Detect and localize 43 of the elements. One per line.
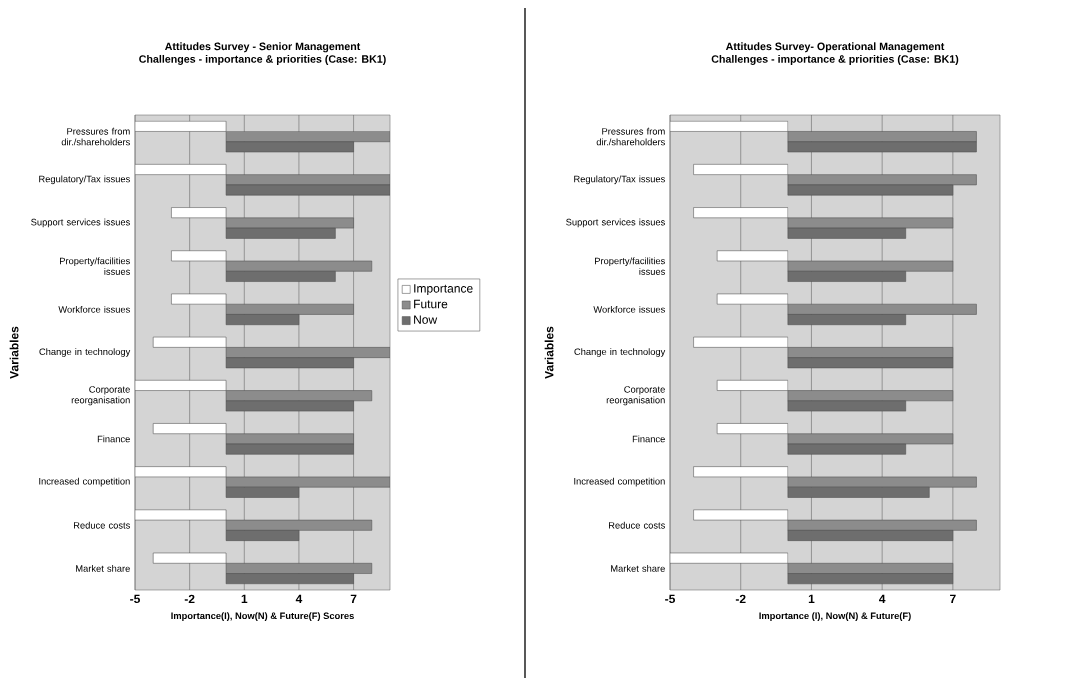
x-axis-title: Importance (I), Now(N) & Future(F) [759,612,911,621]
y-tick-label: Market share [76,565,130,572]
x-tick-label: 7 [350,594,357,603]
y-tick-label: Corporate reorganisation [606,386,665,406]
y-axis-title: Variables [9,326,19,379]
y-tick-label: Regulatory/Tax issues [39,175,130,185]
y-tick-label: Finance [97,435,130,443]
y-tick-label: Support services issues [566,218,665,228]
y-tick-label: Reduce costs [74,521,130,529]
x-tick-label: 1 [241,594,248,603]
legend-label: Future [414,299,448,309]
y-tick-label: Pressures from dir./shareholders [61,127,130,146]
y-tick-label: Support services issues [31,218,130,228]
x-axis-title: Importance(I), Now(N) & Future(F) Scores [171,612,354,621]
chart-subtitle: Challenges - importance & priorities (Case: BK1) [711,54,959,65]
y-tick-label: Pressures from dir./shareholders [596,127,665,146]
y-tick-label: Property/facilities issues [60,257,130,275]
legend-label: Now [414,315,438,324]
x-tick-label: -5 [665,594,676,604]
chart-subtitle: Challenges - importance & priorities (Case: BK1) [139,54,386,65]
legend-label: Importance [414,284,473,296]
x-tick-label: -2 [735,594,746,604]
y-tick-label: Reduce costs [609,521,665,529]
y-tick-label: Market share [611,565,665,572]
x-tick-label: -2 [184,594,195,604]
y-tick-label: Workforce issues [593,305,665,313]
y-tick-label: Workforce issues [58,305,130,313]
y-tick-label: Regulatory/Tax issues [574,175,665,185]
x-tick-label: 1 [808,594,815,603]
x-tick-label: -5 [130,594,140,604]
y-axis-title: Variables [544,326,554,379]
x-tick-label: 4 [879,594,886,603]
y-tick-label: Property/facilities issues [595,257,665,275]
y-tick-label: Increased competition [39,477,130,487]
y-tick-label: Change in technology [574,348,666,357]
chart-title: Attitudes Survey - Senior Management [164,42,361,53]
y-tick-label: Corporate reorganisation [71,386,130,406]
x-tick-label: 4 [295,594,303,603]
y-tick-label: Increased competition [574,477,665,487]
chart-title: Attitudes Survey- Operational Management [725,42,945,53]
y-tick-label: Change in technology [39,348,131,357]
y-tick-label: Finance [632,435,665,443]
x-tick-label: 7 [950,594,956,603]
